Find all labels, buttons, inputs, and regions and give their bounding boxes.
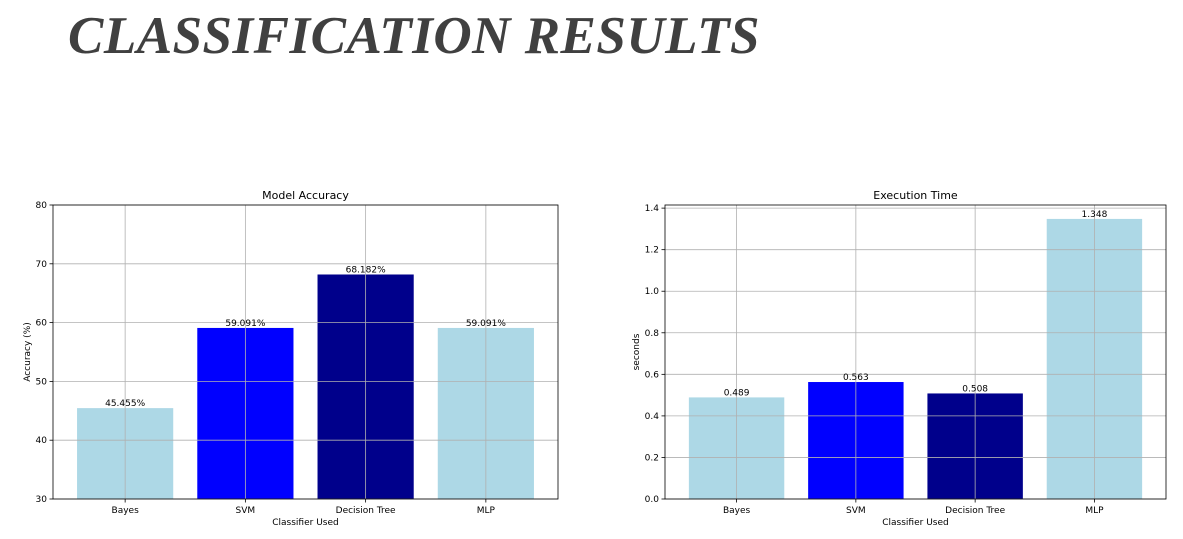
data-label: 1.348 bbox=[1082, 210, 1108, 220]
y-axis-label: seconds bbox=[632, 333, 642, 370]
x-tick-label: Bayes bbox=[112, 506, 140, 516]
y-tick-label: 1.0 bbox=[645, 287, 660, 297]
y-tick-label: 0.2 bbox=[645, 453, 659, 463]
chart-title: Execution Time bbox=[873, 189, 958, 202]
data-label: 45.455% bbox=[105, 399, 145, 409]
x-tick-label: Bayes bbox=[723, 506, 751, 516]
data-label: 59.091% bbox=[466, 319, 506, 329]
y-tick-label: 0.0 bbox=[645, 495, 660, 505]
data-label: 0.489 bbox=[724, 388, 750, 398]
x-tick-label: MLP bbox=[477, 506, 496, 516]
chart-title: Model Accuracy bbox=[262, 189, 349, 202]
accuracy-chart: 30 40 50 60 70 80 Bayes SVM Decision Tree MLP 45.4… bbox=[23, 189, 559, 528]
x-tick-label: SVM bbox=[236, 506, 256, 516]
data-label: 0.563 bbox=[843, 373, 869, 383]
y-tick-label: 70 bbox=[36, 260, 48, 270]
y-axis-label: Accuracy (%) bbox=[23, 322, 33, 382]
data-label: 0.508 bbox=[962, 384, 988, 394]
plot-frame bbox=[664, 204, 1167, 500]
y-tick-label: 80 bbox=[36, 201, 48, 211]
x-tick-label: SVM bbox=[846, 506, 866, 516]
y-tick-label: 1.2 bbox=[645, 246, 659, 256]
y-tick-label: 40 bbox=[36, 436, 48, 446]
y-tick-label: 0.4 bbox=[645, 412, 660, 422]
y-tick-label: 0.8 bbox=[645, 329, 660, 339]
y-tick-label: 0.6 bbox=[645, 370, 660, 380]
y-tick-label: 30 bbox=[36, 495, 48, 505]
y-tick-label: 60 bbox=[36, 319, 48, 329]
slide-title: CLASSIFICATION RESULTS bbox=[68, 7, 760, 65]
y-tick-label: 1.4 bbox=[645, 204, 660, 214]
x-tick-label: Decision Tree bbox=[336, 506, 396, 516]
data-label: 59.091% bbox=[225, 319, 265, 329]
y-tick-label: 50 bbox=[36, 377, 48, 387]
x-tick-label: Decision Tree bbox=[945, 506, 1005, 516]
x-axis-label: Classifier Used bbox=[882, 518, 948, 528]
x-axis-label: Classifier Used bbox=[272, 518, 338, 528]
plot-frame bbox=[52, 204, 559, 500]
data-label: 68.182% bbox=[346, 265, 386, 275]
x-tick-label: MLP bbox=[1085, 506, 1104, 516]
